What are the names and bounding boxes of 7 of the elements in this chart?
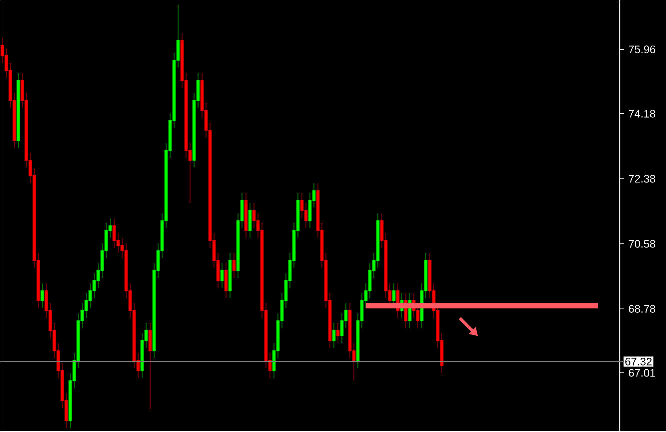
y-tick-label: 70.58 [629, 240, 656, 248]
y-tick-label: 68.78 [629, 305, 656, 314]
y-tick-label: 67.01 [629, 369, 656, 378]
y-tick-label: 74.18 [629, 110, 656, 118]
y-tick-label: 75.96 [629, 46, 656, 54]
ref-line-label: 67.32 [626, 358, 652, 366]
y-tick-label: 72.38 [629, 175, 656, 184]
